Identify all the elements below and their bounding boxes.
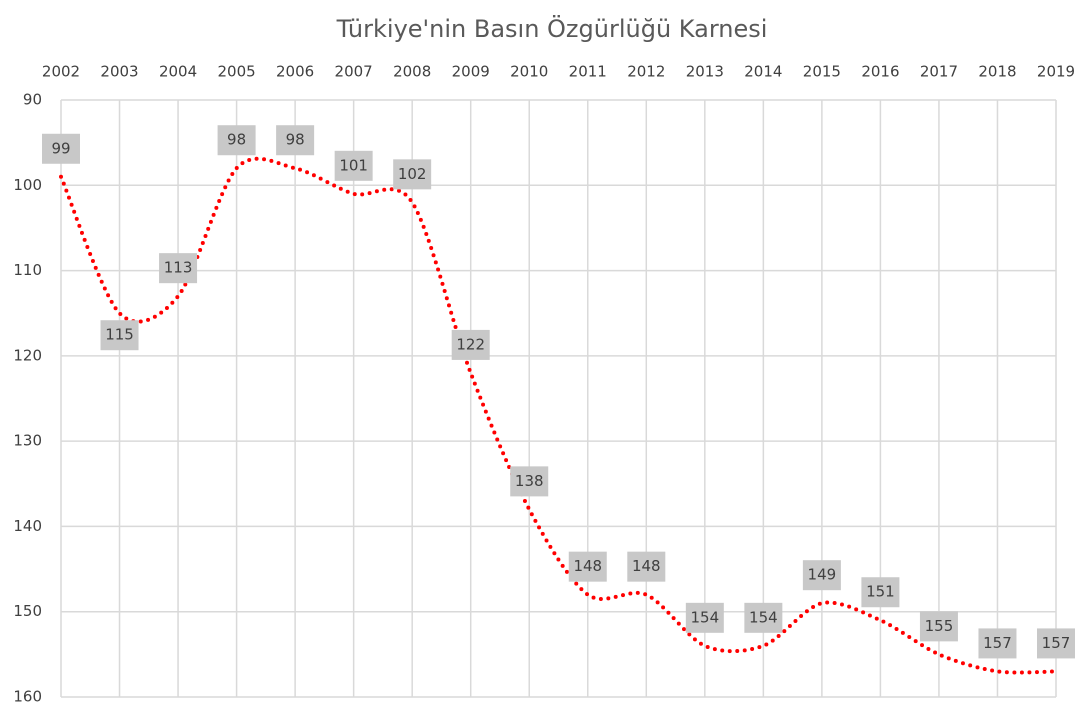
x-tick-label: 2002 xyxy=(42,63,80,81)
x-tick-label: 2019 xyxy=(1037,63,1075,81)
x-tick-label: 2015 xyxy=(803,63,841,81)
y-tick-label: 150 xyxy=(13,602,42,620)
data-label: 101 xyxy=(334,150,373,181)
data-label-box xyxy=(744,602,783,633)
y-tick-label: 130 xyxy=(13,432,42,450)
data-label-box xyxy=(919,611,958,642)
data-label-box xyxy=(393,159,432,190)
data-label-text: 148 xyxy=(632,557,661,575)
data-label-box xyxy=(1037,628,1075,659)
data-label: 113 xyxy=(159,253,198,284)
data-label-box xyxy=(802,560,841,591)
data-label-box xyxy=(451,329,490,360)
y-tick-label: 120 xyxy=(13,346,42,364)
data-label-text: 154 xyxy=(691,608,720,626)
data-label: 99 xyxy=(42,133,80,164)
data-label: 148 xyxy=(627,551,666,582)
y-tick-label: 100 xyxy=(13,176,42,194)
data-label: 115 xyxy=(100,320,139,351)
data-label-text: 157 xyxy=(983,634,1012,652)
data-label-box xyxy=(334,150,373,181)
data-label-text: 98 xyxy=(286,131,305,149)
x-tick-label: 2009 xyxy=(452,63,490,81)
x-tick-label: 2012 xyxy=(627,63,665,81)
line xyxy=(59,156,1058,675)
x-tick-label: 2018 xyxy=(978,63,1016,81)
data-label-text: 113 xyxy=(164,259,193,277)
x-tick-label: 2008 xyxy=(393,63,431,81)
data-label-text: 151 xyxy=(866,583,895,601)
data-label: 148 xyxy=(568,551,607,582)
data-label-text: 101 xyxy=(339,156,368,174)
data-label-text: 122 xyxy=(456,335,485,353)
data-label-text: 157 xyxy=(1042,634,1071,652)
y-tick-label: 140 xyxy=(13,517,42,535)
data-label-box xyxy=(861,577,900,608)
data-label-box xyxy=(978,628,1017,659)
data-label-text: 98 xyxy=(227,131,246,149)
y-tick-label: 90 xyxy=(23,91,42,109)
data-label: 154 xyxy=(685,602,724,633)
x-tick-label: 2007 xyxy=(335,63,373,81)
data-label: 151 xyxy=(861,577,900,608)
data-label: 157 xyxy=(1037,628,1075,659)
data-label-text: 138 xyxy=(515,472,544,490)
data-label-text: 149 xyxy=(808,566,837,584)
data-label: 154 xyxy=(744,602,783,633)
data-label-box xyxy=(568,551,607,582)
data-label: 102 xyxy=(393,159,432,190)
x-tick-label: 2010 xyxy=(510,63,548,81)
x-tick-label: 2014 xyxy=(744,63,782,81)
y-tick-label: 110 xyxy=(13,261,42,279)
data-label-box xyxy=(42,133,80,164)
data-label-text: 148 xyxy=(573,557,602,575)
x-tick-label: 2004 xyxy=(159,63,197,81)
data-label-box xyxy=(685,602,724,633)
x-tick-label: 2003 xyxy=(100,63,138,81)
chart-title: Türkiye'nin Basın Özgürlüğü Karnesi xyxy=(336,14,768,43)
data-label-box xyxy=(276,125,315,156)
y-tick-label: 160 xyxy=(13,688,42,706)
data-label-box xyxy=(100,320,139,351)
data-label-text: 102 xyxy=(398,165,427,183)
data-label-box xyxy=(159,253,198,284)
x-tick-label: 2011 xyxy=(569,63,607,81)
data-label: 138 xyxy=(510,466,549,497)
x-tick-label: 2017 xyxy=(920,63,958,81)
data-label: 157 xyxy=(978,628,1017,659)
x-tick-label: 2005 xyxy=(217,63,255,81)
data-label-box xyxy=(510,466,549,497)
data-label: 122 xyxy=(451,329,490,360)
data-label: 155 xyxy=(919,611,958,642)
x-tick-label: 2016 xyxy=(861,63,899,81)
data-label-box xyxy=(217,125,256,156)
x-tick-label: 2013 xyxy=(686,63,724,81)
data-label-text: 155 xyxy=(925,617,954,635)
x-tick-label: 2006 xyxy=(276,63,314,81)
data-label-box xyxy=(627,551,666,582)
data-label-text: 99 xyxy=(51,139,70,157)
data-label: 149 xyxy=(802,560,841,591)
data-label-text: 115 xyxy=(105,326,134,344)
data-label: 98 xyxy=(217,125,256,156)
data-label: 98 xyxy=(276,125,315,156)
data-label-text: 154 xyxy=(749,608,778,626)
